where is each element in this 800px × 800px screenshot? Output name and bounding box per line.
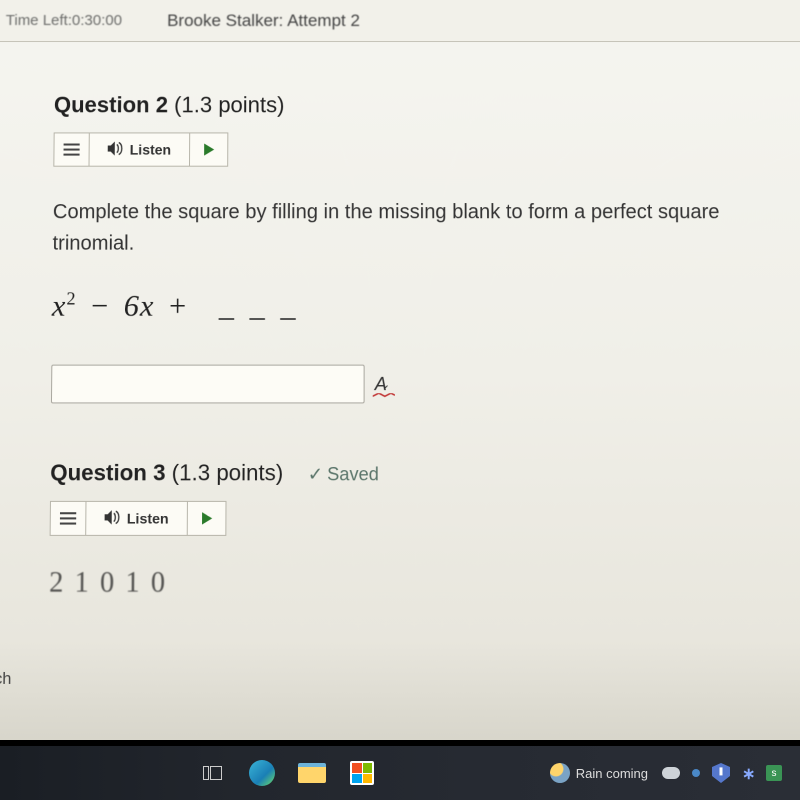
- system-tray: ∗ s: [662, 763, 782, 783]
- edge-icon: [249, 760, 275, 786]
- listen-label-q3: Listen: [127, 510, 169, 526]
- listen-button-q3[interactable]: Listen: [86, 501, 188, 536]
- q2-controls: Listen: [53, 132, 746, 166]
- security-icon[interactable]: [712, 763, 730, 783]
- bluetooth-icon[interactable]: ∗: [742, 764, 754, 782]
- play-button-q3[interactable]: [188, 501, 227, 536]
- q3-number: Question 3: [50, 460, 165, 486]
- q3-points: (1.3 points): [165, 460, 283, 486]
- q2-prompt: Complete the square by filling in the mi…: [52, 197, 737, 260]
- saved-indicator: ✓Saved: [308, 464, 379, 485]
- weather-text: Rain coming: [576, 766, 648, 781]
- question-2-title: Question 2 (1.3 points): [54, 92, 746, 118]
- speaker-icon: [104, 510, 120, 528]
- play-icon: [202, 512, 212, 524]
- answer-input[interactable]: [51, 365, 365, 404]
- task-view-button[interactable]: [188, 746, 236, 800]
- q2-number: Question 2: [54, 92, 168, 117]
- tray-app-icon-2[interactable]: s: [766, 765, 782, 781]
- quiz-header: Time Left:0:30:00 Brooke Stalker: Attemp…: [0, 0, 800, 42]
- attempt-label: Brooke Stalker: Attempt 2: [167, 10, 360, 30]
- folder-icon: [298, 763, 326, 783]
- weather-widget[interactable]: Rain coming: [550, 763, 648, 783]
- question-3-title: Question 3 (1.3 points) ✓Saved: [50, 460, 750, 487]
- menu-button-q3[interactable]: [50, 501, 87, 536]
- q3-equation-partial: 2 1 0 1 0: [49, 567, 751, 600]
- play-button[interactable]: [190, 132, 228, 166]
- edge-button[interactable]: [238, 746, 286, 800]
- weather-icon: [550, 763, 570, 783]
- listen-button[interactable]: Listen: [90, 132, 191, 166]
- q2-points: (1.3 points): [168, 92, 285, 117]
- speaker-icon: [108, 141, 124, 158]
- onedrive-icon[interactable]: [662, 767, 680, 779]
- q2-equation: x2 − 6x + _ _ _: [52, 288, 749, 324]
- listen-label: Listen: [130, 141, 172, 157]
- task-view-icon: [203, 766, 222, 780]
- store-icon: [350, 761, 374, 785]
- q3-controls: Listen: [50, 501, 751, 536]
- play-icon: [204, 144, 214, 156]
- time-left: Time Left:0:30:00: [6, 12, 122, 29]
- search-fragment: ch: [0, 670, 11, 689]
- taskbar: Rain coming ∗ s: [0, 746, 800, 800]
- menu-button[interactable]: [53, 132, 89, 166]
- file-explorer-button[interactable]: [288, 746, 336, 800]
- format-toggle[interactable]: A⌄: [375, 373, 396, 394]
- store-button[interactable]: [338, 746, 386, 800]
- tray-app-icon[interactable]: [692, 769, 700, 777]
